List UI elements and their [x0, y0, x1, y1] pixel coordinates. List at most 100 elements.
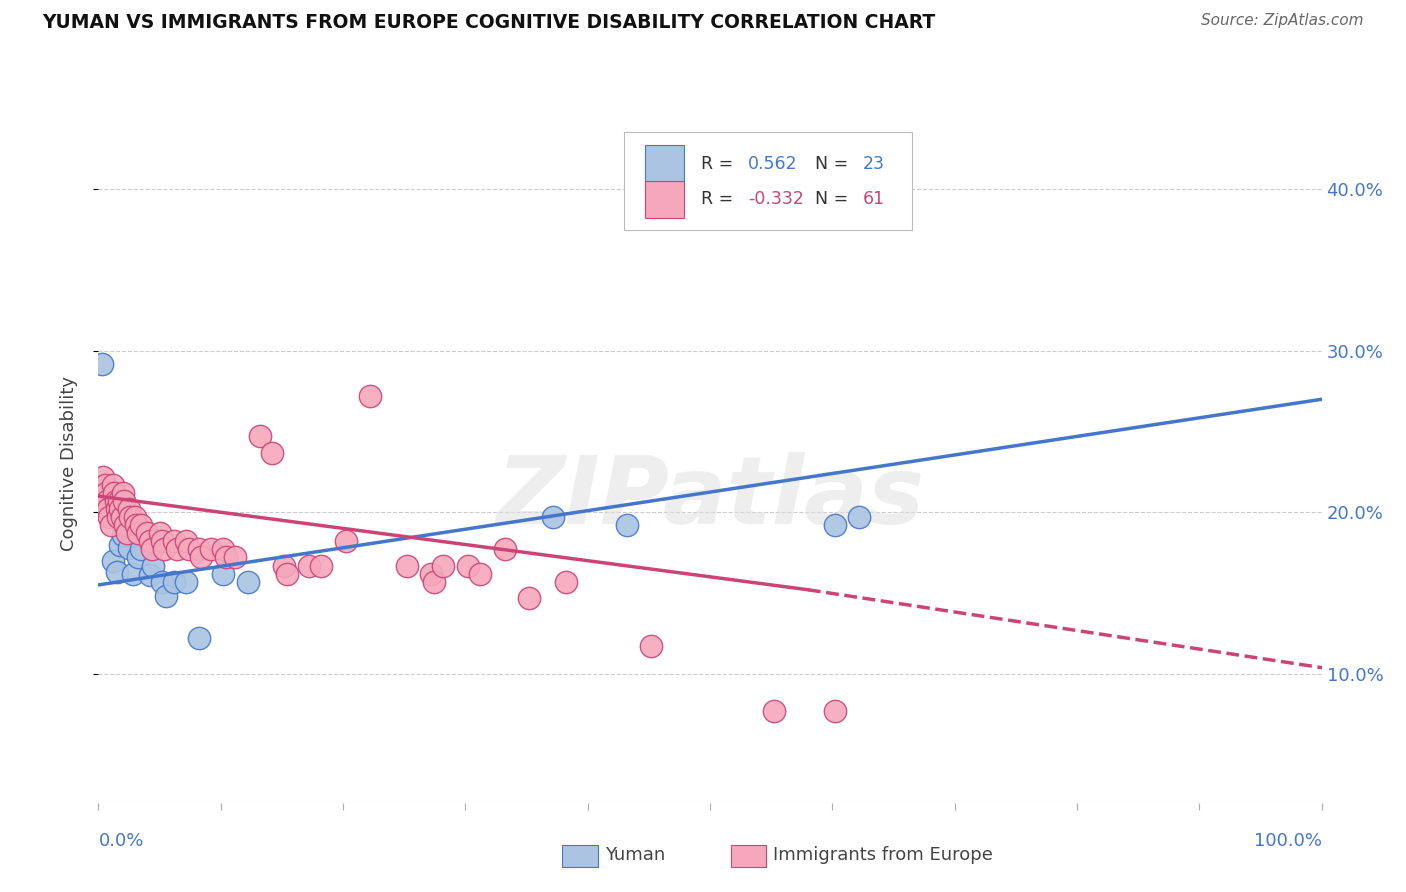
Point [212, 566, 235, 581]
Text: N =: N = [815, 191, 853, 209]
Y-axis label: Cognitive Disability: Cognitive Disability [59, 376, 77, 551]
Point [136, 526, 159, 541]
Point [105, 565, 128, 579]
Point [309, 558, 332, 573]
Text: ZIPatlas: ZIPatlas [496, 451, 924, 544]
Text: R =: R = [702, 191, 740, 209]
Point [120, 510, 142, 524]
Text: 0.0%: 0.0% [98, 832, 143, 850]
Point [298, 558, 321, 573]
Point [420, 566, 443, 581]
Point [115, 526, 138, 541]
Text: -0.332: -0.332 [748, 191, 804, 209]
Text: R =: R = [702, 154, 740, 172]
Point [249, 429, 271, 443]
Point [176, 534, 198, 549]
Bar [645, 145, 685, 182]
Point [127, 526, 149, 541]
Point [91, 469, 114, 483]
Point [111, 528, 134, 542]
Point [96, 494, 118, 508]
Point [395, 558, 418, 573]
Point [139, 534, 162, 549]
Point [155, 589, 177, 603]
Point [114, 518, 136, 533]
Point [104, 494, 127, 508]
Point [190, 550, 212, 565]
Point [150, 534, 173, 549]
Point [224, 550, 246, 565]
Text: Immigrants from Europe: Immigrants from Europe [773, 846, 993, 863]
Point [543, 510, 565, 524]
Point [212, 542, 235, 557]
Point [129, 518, 152, 533]
Point [94, 486, 117, 500]
Point [163, 574, 186, 589]
Point [422, 574, 444, 589]
Point [103, 486, 125, 500]
Text: YUMAN VS IMMIGRANTS FROM EUROPE COGNITIVE DISABILITY CORRELATION CHART: YUMAN VS IMMIGRANTS FROM EUROPE COGNITIV… [42, 13, 935, 32]
Point [176, 574, 198, 589]
Point [494, 542, 516, 557]
Point [149, 526, 172, 541]
Point [640, 639, 662, 653]
Text: 61: 61 [863, 191, 884, 209]
Point [118, 502, 141, 516]
FancyBboxPatch shape [624, 132, 912, 230]
Point [163, 534, 186, 549]
Point [111, 510, 134, 524]
Point [554, 574, 576, 589]
Point [97, 502, 120, 516]
Point [177, 542, 200, 557]
Point [118, 541, 141, 555]
Point [114, 518, 136, 533]
Point [127, 550, 149, 565]
Point [616, 518, 638, 533]
Point [139, 568, 162, 582]
Point [273, 558, 295, 573]
Point [187, 542, 209, 557]
Point [468, 566, 491, 581]
Point [276, 566, 298, 581]
Point [98, 510, 121, 524]
Point [153, 542, 176, 557]
Point [335, 534, 357, 549]
Text: 0.562: 0.562 [748, 154, 797, 172]
Point [187, 631, 209, 645]
Point [236, 574, 259, 589]
Point [108, 494, 131, 508]
Text: Source: ZipAtlas.com: Source: ZipAtlas.com [1201, 13, 1364, 29]
Point [101, 554, 124, 568]
Point [112, 494, 135, 508]
Point [142, 558, 165, 573]
Text: Yuman: Yuman [605, 846, 665, 863]
Point [100, 518, 122, 533]
Point [432, 558, 454, 573]
Point [129, 542, 152, 557]
Text: 100.0%: 100.0% [1254, 832, 1322, 850]
Bar [645, 181, 685, 219]
Point [110, 537, 132, 551]
Point [200, 542, 222, 557]
Point [111, 486, 134, 500]
Point [91, 357, 114, 371]
Point [848, 510, 870, 524]
Point [457, 558, 479, 573]
Point [517, 591, 540, 605]
Point [125, 518, 148, 533]
Point [359, 389, 381, 403]
Point [762, 704, 785, 718]
Point [101, 478, 124, 492]
Point [124, 510, 146, 524]
Point [121, 566, 143, 581]
Point [105, 502, 128, 516]
Point [214, 550, 236, 565]
Point [824, 518, 846, 533]
Point [150, 574, 173, 589]
Point [93, 478, 115, 492]
Point [141, 542, 163, 557]
Point [166, 542, 188, 557]
Text: N =: N = [815, 154, 853, 172]
Point [107, 510, 129, 524]
Point [824, 704, 846, 718]
